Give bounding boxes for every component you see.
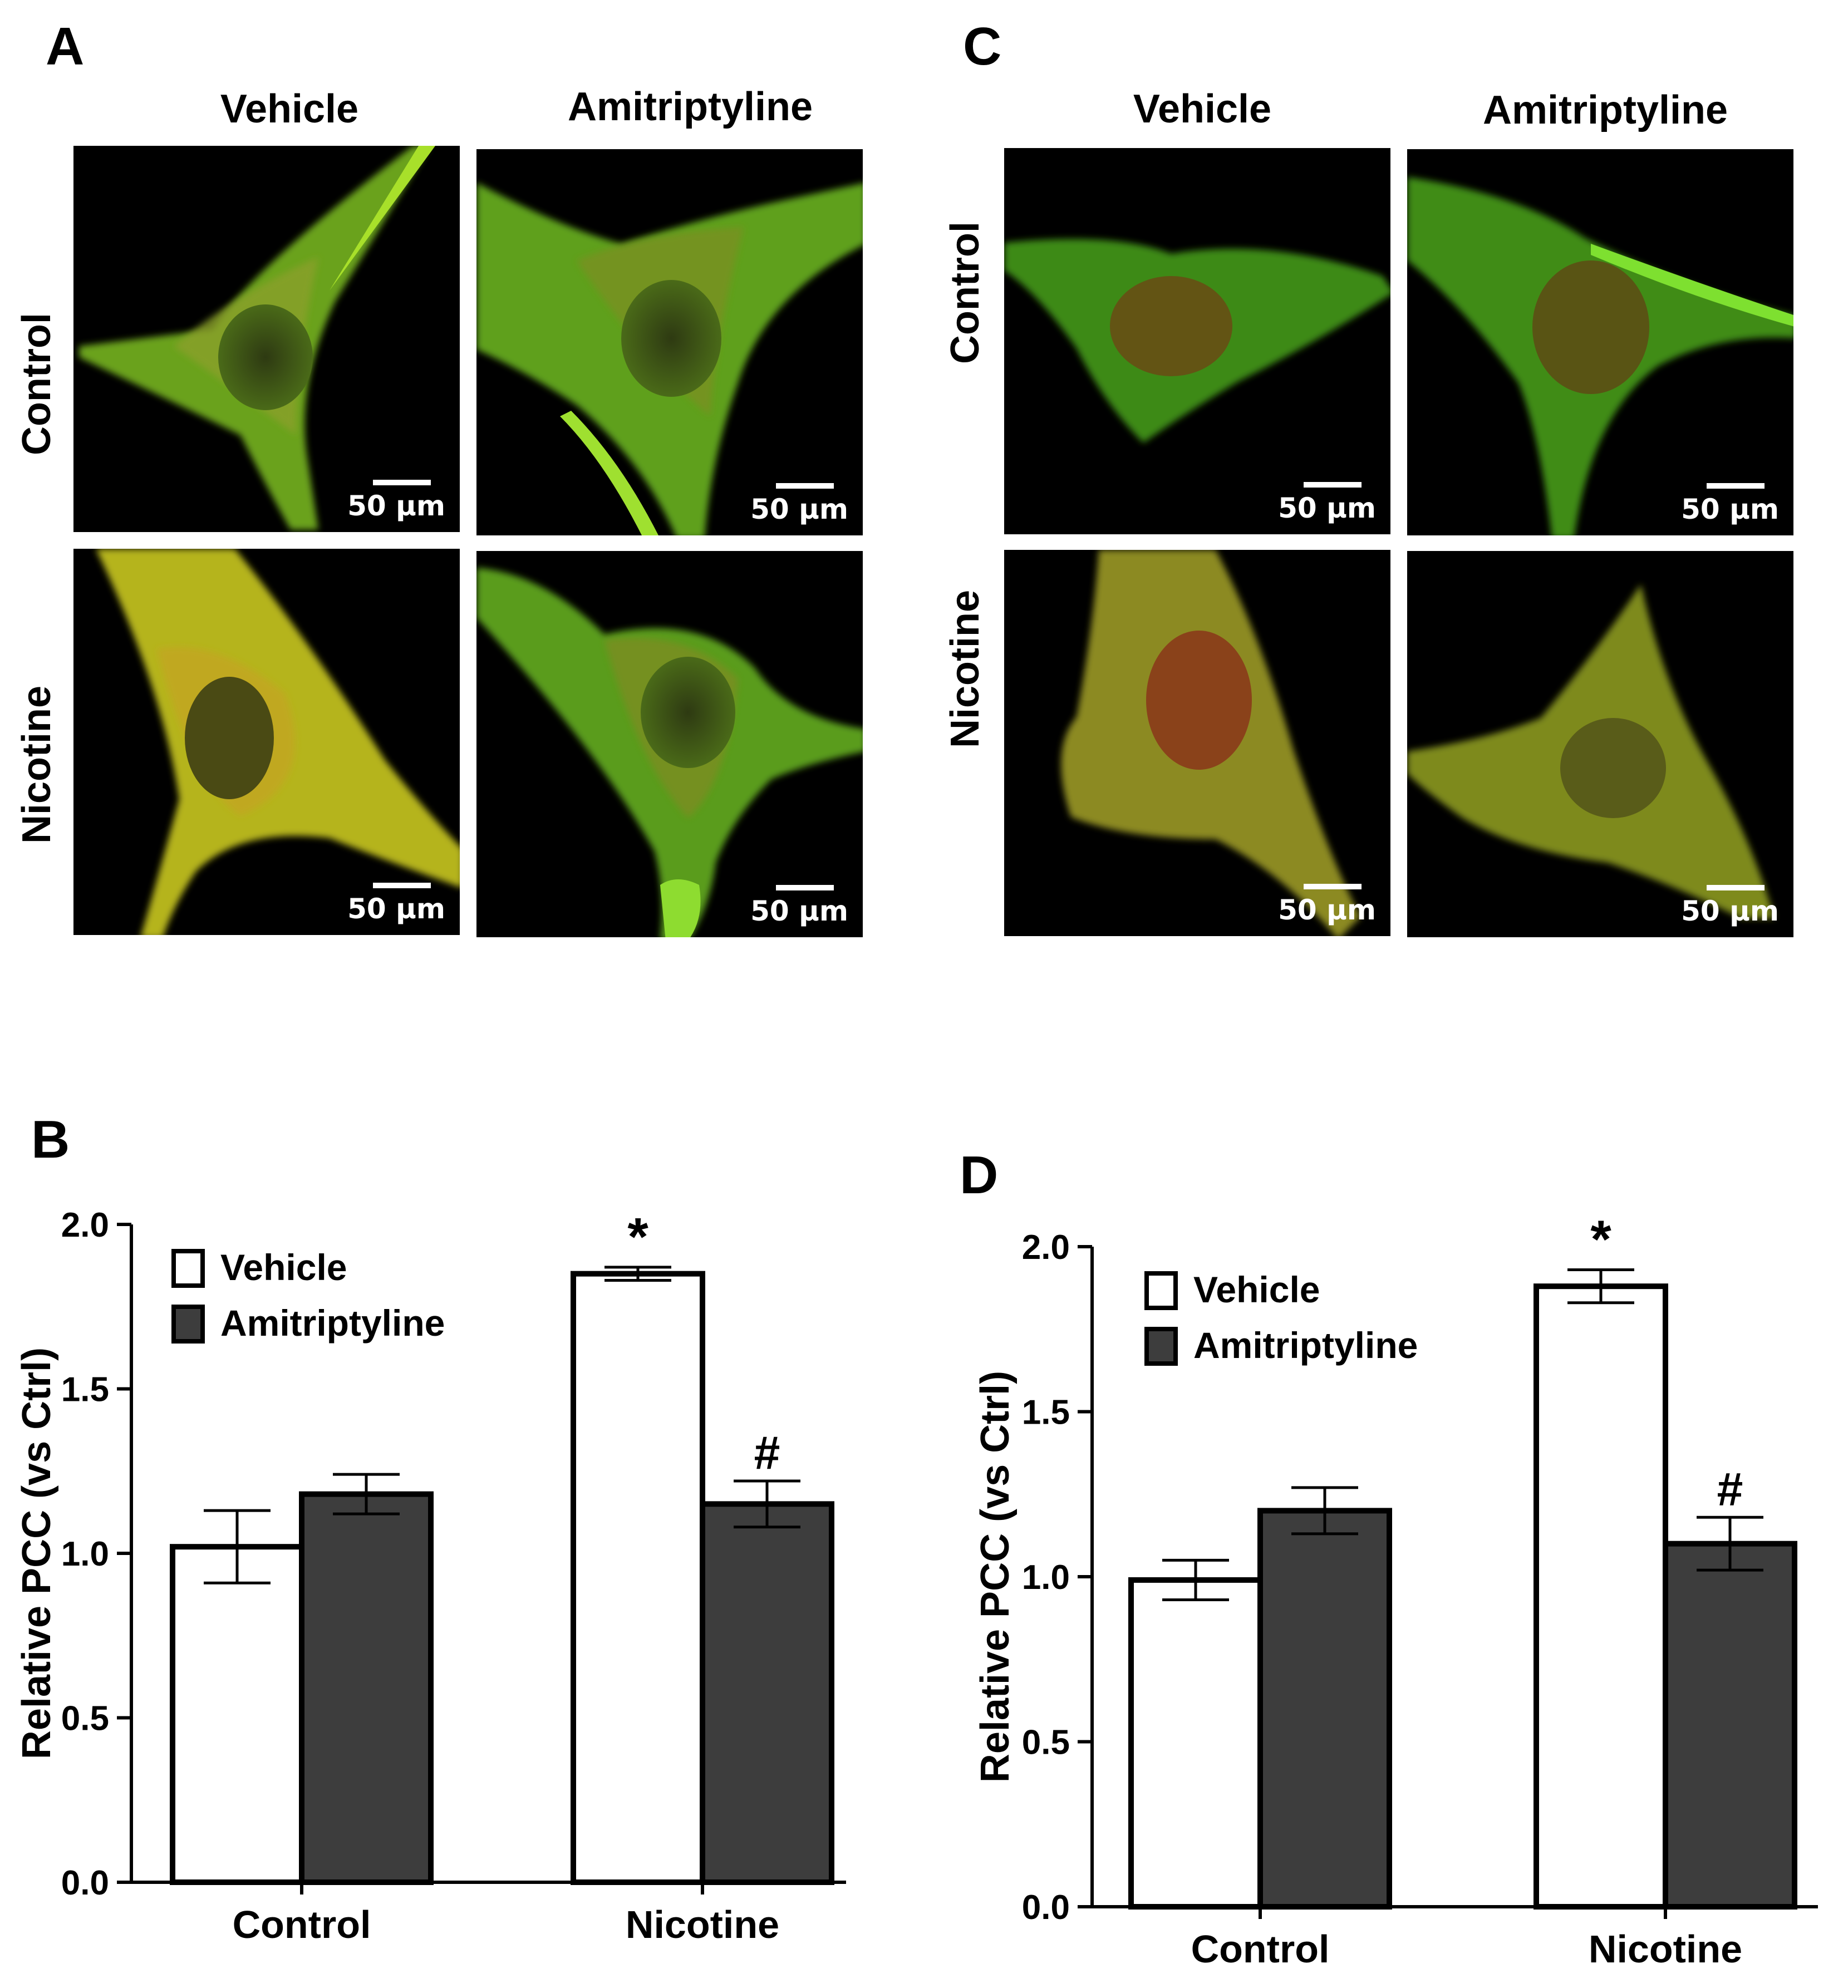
panel-a-col-label-vehicle: Vehicle	[220, 87, 359, 131]
y-tick-label: 1.0	[1022, 1558, 1070, 1597]
bar-amitriptyline-control	[299, 1491, 434, 1885]
panel-a-col-label-amitriptyline: Amitriptyline	[567, 85, 813, 129]
panel-c-row-label-control: Control	[943, 222, 987, 364]
y-tick-label: 1.0	[61, 1535, 109, 1573]
bar-chart-b: 0.0 0.5 1.0 1.5 2.0 Relative PCC (vs Ctrl) Con…	[0, 1169, 868, 1988]
scale-bar-label: 50 μm	[750, 895, 848, 927]
legend-swatch-vehicle	[1144, 1271, 1178, 1310]
scale-bar-label: 50 μm	[347, 893, 445, 925]
panel-letter-c: C	[963, 17, 1002, 76]
micrograph-a-control-amitriptyline: 50 μm	[476, 149, 863, 535]
y-tick-label: 1.5	[1022, 1394, 1070, 1432]
y-tick-label: 0.5	[1022, 1724, 1070, 1762]
micrograph-c-nicotine-amitriptyline: 50 μm	[1407, 551, 1793, 937]
micrograph-a-nicotine-vehicle: 50 μm	[73, 549, 460, 935]
legend-swatch-amitriptyline	[1144, 1327, 1178, 1366]
legend-label: Vehicle	[220, 1247, 347, 1288]
legend-label: Amitriptyline	[220, 1302, 445, 1344]
x-tick-label: Control	[1191, 1927, 1330, 1971]
legend-swatch-vehicle	[171, 1249, 205, 1288]
legend-label: Vehicle	[1193, 1269, 1320, 1310]
scale-bar-label: 50 μm	[347, 490, 445, 522]
y-axis-label: Relative PCC (vs Ctrl)	[973, 1371, 1018, 1783]
bar-vehicle-nicotine	[1534, 1283, 1668, 1910]
panel-letter-a: A	[46, 17, 85, 76]
bar-vehicle-control	[170, 1544, 304, 1885]
significance-mark: #	[754, 1426, 780, 1479]
y-axis-label: Relative PCC (vs Ctrl)	[14, 1347, 59, 1759]
scale-bar-label: 50 μm	[1278, 894, 1376, 926]
y-tick-label: 2.0	[61, 1206, 109, 1244]
bar-vehicle-control	[1128, 1577, 1263, 1910]
panel-a-row-label-control: Control	[14, 313, 59, 455]
chart-svg: 0.0 0.5 1.0 1.5 2.0 Relative PCC (vs Ctrl) Con…	[14, 1206, 846, 1946]
bar-chart-d: 0.0 0.5 1.0 1.5 2.0 Relative PCC (vs Ctrl) Con…	[957, 1191, 1848, 1988]
panel-letter-d: D	[960, 1145, 999, 1205]
significance-mark: *	[627, 1207, 648, 1267]
scale-bar-label: 50 μm	[1681, 895, 1779, 927]
panel-letter-b: B	[31, 1110, 70, 1169]
y-tick-label: 1.5	[61, 1371, 109, 1409]
chart-svg: 0.0 0.5 1.0 1.5 2.0 Relative PCC (vs Ctrl) Con…	[973, 1210, 1818, 1971]
panel-c-col-label-vehicle: Vehicle	[1133, 87, 1272, 131]
panel-a-row-label-nicotine: Nicotine	[14, 685, 59, 844]
x-tick-label: Nicotine	[626, 1903, 779, 1946]
scale-bar-label: 50 μm	[750, 493, 848, 525]
micrograph-a-control-vehicle: 50 μm	[73, 146, 460, 532]
micrograph-a-nicotine-amitriptyline: 50 μm	[476, 551, 863, 937]
y-tick-label: 2.0	[1022, 1228, 1070, 1267]
bar-amitriptyline-control	[1257, 1508, 1392, 1910]
bar-vehicle-nicotine	[571, 1271, 705, 1885]
legend-label: Amitriptyline	[1193, 1325, 1418, 1366]
y-tick-label: 0.5	[61, 1700, 109, 1738]
x-tick-label: Control	[233, 1903, 371, 1946]
micrograph-c-nicotine-vehicle: 50 μm	[1004, 550, 1390, 936]
panel-c-row-label-nicotine: Nicotine	[943, 589, 987, 749]
micrograph-c-control-vehicle: 50 μm	[1004, 148, 1390, 534]
y-tick-label: 0.0	[1022, 1888, 1070, 1927]
legend-swatch-amitriptyline	[171, 1305, 205, 1344]
micrograph-c-control-amitriptyline: 50 μm	[1407, 149, 1793, 535]
scale-bar-label: 50 μm	[1278, 492, 1376, 524]
bar-amitriptyline-nicotine	[700, 1501, 834, 1885]
panel-c-col-label-amitriptyline: Amitriptyline	[1482, 88, 1728, 132]
significance-mark: #	[1717, 1463, 1743, 1515]
significance-mark: *	[1590, 1210, 1611, 1269]
bar-amitriptyline-nicotine	[1663, 1541, 1797, 1910]
scale-bar-label: 50 μm	[1681, 493, 1779, 525]
y-tick-label: 0.0	[61, 1864, 109, 1902]
x-tick-label: Nicotine	[1589, 1927, 1742, 1971]
